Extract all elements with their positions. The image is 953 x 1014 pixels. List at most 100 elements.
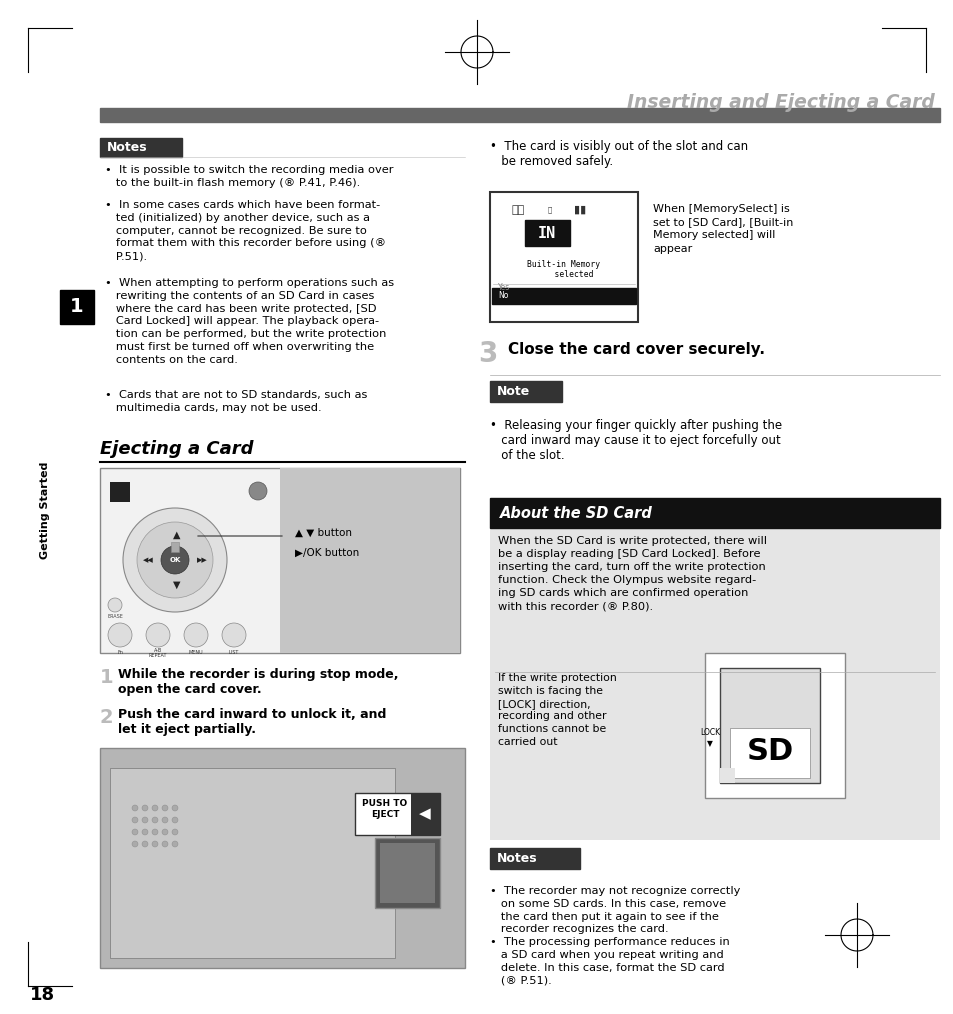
Circle shape [108,623,132,647]
Text: ⬛: ⬛ [547,207,552,213]
Circle shape [152,829,158,835]
Text: LIST: LIST [229,651,239,655]
Circle shape [142,829,148,835]
Bar [100,748,464,968]
Text: •  Cards that are not to SD standards, such as
   multimedia cards, may not be u: • Cards that are not to SD standards, su… [105,390,367,413]
Bar [100,138,182,157]
Circle shape [142,841,148,847]
Text: 1: 1 [71,297,84,316]
Text: •  In some cases cards which have been format-
   ted (initialized) by another d: • In some cases cards which have been fo… [105,200,386,262]
Text: LOCK
▼: LOCK ▼ [700,728,720,747]
Text: ▶/OK button: ▶/OK button [294,548,359,558]
Text: PUSH TO
EJECT: PUSH TO EJECT [362,799,407,818]
Circle shape [146,623,170,647]
Bar [411,793,439,835]
Text: Note: Note [497,385,530,399]
Circle shape [108,598,122,612]
Bar [280,468,459,653]
Circle shape [123,508,227,612]
Circle shape [152,841,158,847]
Circle shape [132,805,138,811]
Text: ▲ ▼ button: ▲ ▼ button [294,528,352,538]
Text: Close the card cover securely.: Close the card cover securely. [507,342,764,357]
Circle shape [172,805,178,811]
Text: ▲: ▲ [173,530,180,540]
Text: Fn: Fn [117,651,123,655]
Bar [490,848,579,869]
Circle shape [161,546,189,574]
Circle shape [162,805,168,811]
Text: Notes: Notes [497,852,537,865]
Circle shape [142,817,148,823]
Text: While the recorder is during stop mode,
open the card cover.: While the recorder is during stop mode, … [118,668,398,696]
Circle shape [137,522,213,598]
Text: Ejecting a Card: Ejecting a Card [100,440,253,458]
Bar [60,290,94,324]
Text: 1: 1 [100,668,113,687]
Text: ◀: ◀ [418,806,431,821]
Text: Yes: Yes [497,284,510,292]
Circle shape [152,817,158,823]
Circle shape [132,817,138,823]
Text: A-B
REPEAT: A-B REPEAT [149,648,167,658]
Bar [171,542,179,552]
Text: ◀◀: ◀◀ [143,557,153,563]
Bar [524,220,569,246]
Bar [110,768,395,958]
Text: ▶▶: ▶▶ [196,557,207,563]
Text: 3: 3 [477,340,497,368]
Circle shape [162,817,168,823]
Bar [720,768,734,783]
Circle shape [184,623,208,647]
Text: •  The card is visibly out of the slot and can
   be removed safely.: • The card is visibly out of the slot an… [490,140,747,168]
Bar [375,838,439,908]
Bar [379,843,435,903]
Bar [110,482,130,502]
Text: If the write protection
switch is facing the
[LOCK] direction,
recording and oth: If the write protection switch is facing… [497,673,616,747]
Text: 2: 2 [100,708,113,727]
Circle shape [172,841,178,847]
Text: Getting Started: Getting Started [40,461,50,559]
Bar [492,288,636,304]
Text: ⬛⬛: ⬛⬛ [511,205,524,215]
Text: SD: SD [745,736,793,766]
Text: About the SD Card: About the SD Card [499,506,652,520]
Text: When the SD Card is write protected, there will
be a display reading [SD Card Lo: When the SD Card is write protected, the… [497,536,766,611]
Text: ▮▮: ▮▮ [574,205,585,215]
Text: ERASE: ERASE [107,614,123,620]
Bar [490,192,638,322]
Circle shape [132,841,138,847]
Text: ▼: ▼ [173,580,180,590]
Circle shape [249,482,267,500]
Circle shape [172,817,178,823]
Circle shape [132,829,138,835]
Circle shape [162,841,168,847]
Text: •  Releasing your finger quickly after pushing the
   card inward may cause it t: • Releasing your finger quickly after pu… [490,419,781,462]
Text: Push the card inward to unlock it, and
let it eject partially.: Push the card inward to unlock it, and l… [118,708,386,736]
Bar [490,498,939,528]
Bar [729,728,809,778]
Text: Built-in Memory
    selected: Built-in Memory selected [527,260,600,280]
Circle shape [142,805,148,811]
Text: Inserting and Ejecting a Card: Inserting and Ejecting a Card [626,93,934,113]
Text: •  It is possible to switch the recording media over
   to the built-in flash me: • It is possible to switch the recording… [105,165,393,188]
Bar [355,793,439,835]
Text: No: No [497,291,508,300]
Circle shape [152,805,158,811]
Bar [704,653,844,798]
Text: MENU: MENU [189,651,203,655]
Text: Notes: Notes [107,141,148,154]
Bar [490,498,939,840]
Text: OK: OK [169,557,180,563]
Text: •  The recorder may not recognize correctly
   on some SD cards. In this case, r: • The recorder may not recognize correct… [490,886,740,986]
Text: •  When attempting to perform operations such as
   rewriting the contents of an: • When attempting to perform operations … [105,278,394,365]
Circle shape [222,623,246,647]
Text: IN: IN [537,225,556,240]
Text: When [MemorySelect] is
set to [SD Card], [Built-in
Memory selected] will
appear: When [MemorySelect] is set to [SD Card],… [652,204,793,254]
Bar [100,108,939,122]
Text: 18: 18 [30,986,55,1004]
Circle shape [162,829,168,835]
Text: ■: ■ [115,486,125,496]
Bar [100,468,459,653]
Bar [490,381,561,402]
